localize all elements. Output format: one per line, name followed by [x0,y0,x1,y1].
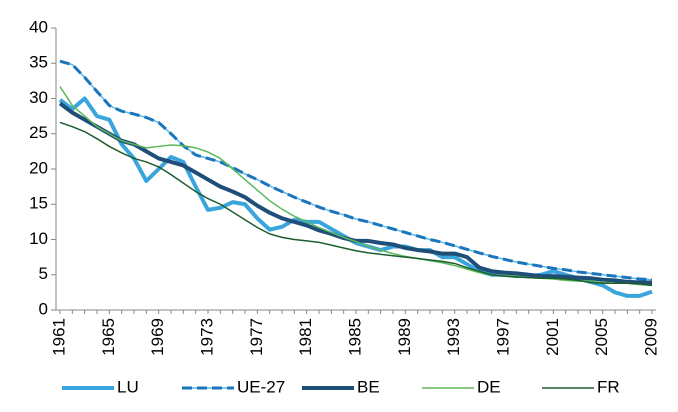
y-tick-label: 10 [29,229,48,248]
y-tick-label: 0 [39,299,48,318]
legend-label: UE-27 [237,377,285,396]
y-tick-label: 5 [39,264,48,283]
series-line [59,121,653,287]
series-line [59,59,653,282]
x-tick-label: 2001 [543,318,562,356]
x-tick-label: 1989 [395,318,414,356]
legend-label: DE [477,377,501,396]
y-tick-label: 30 [29,88,48,107]
series-line-base [59,60,653,281]
y-tick-label: 35 [29,53,48,72]
y-tick-label: 25 [29,123,48,142]
x-tick-label: 1993 [444,318,463,356]
x-tick-label: 1973 [197,318,216,356]
series-line [58,96,653,298]
y-tick-label: 20 [29,158,48,177]
legend-label: FR [597,377,620,396]
x-tick-label: 2009 [641,318,660,356]
x-tick-label: 1985 [345,318,364,356]
x-tick-label: 1977 [247,318,266,356]
x-tick-label: 1997 [493,318,512,356]
legend-label: LU [117,377,139,396]
x-tick-label: 1961 [49,318,68,356]
series-line [58,101,652,285]
x-tick-label: 1965 [99,318,118,356]
y-tick-label: 40 [29,17,48,36]
y-tick-label: 15 [29,194,48,213]
x-tick-label: 1981 [296,318,315,356]
series-line [59,86,653,287]
legend-label: BE [357,377,380,396]
x-tick-label: 2005 [592,318,611,356]
x-tick-label: 1969 [148,318,167,356]
